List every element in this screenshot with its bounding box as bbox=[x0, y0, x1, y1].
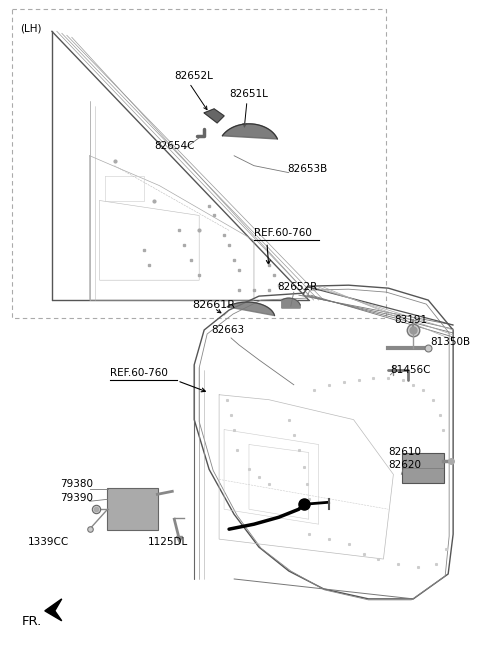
FancyBboxPatch shape bbox=[402, 453, 444, 483]
Polygon shape bbox=[204, 109, 224, 123]
FancyBboxPatch shape bbox=[107, 488, 158, 530]
Text: 82653B: 82653B bbox=[287, 163, 327, 174]
Text: REF.60-760: REF.60-760 bbox=[254, 228, 312, 238]
Text: FR.: FR. bbox=[22, 615, 42, 628]
Text: 82652L: 82652L bbox=[174, 71, 213, 81]
Text: 79390: 79390 bbox=[60, 493, 93, 503]
Text: 82620: 82620 bbox=[388, 461, 421, 470]
Text: 1125DL: 1125DL bbox=[147, 537, 188, 547]
Text: 82651L: 82651L bbox=[229, 89, 268, 99]
Text: 82652R: 82652R bbox=[277, 282, 317, 292]
Text: 79380: 79380 bbox=[60, 480, 93, 489]
Polygon shape bbox=[227, 302, 275, 316]
Text: 82661R: 82661R bbox=[192, 300, 235, 310]
Text: 1339CC: 1339CC bbox=[28, 537, 69, 547]
Polygon shape bbox=[45, 599, 62, 621]
Text: 81350B: 81350B bbox=[430, 337, 470, 347]
Polygon shape bbox=[222, 124, 277, 139]
Text: (LH): (LH) bbox=[20, 23, 41, 33]
Bar bbox=[12, 9, 386, 318]
Text: REF.60-760: REF.60-760 bbox=[109, 368, 168, 378]
Text: 82610: 82610 bbox=[388, 447, 421, 457]
Text: 83191: 83191 bbox=[395, 315, 428, 325]
Text: 81456C: 81456C bbox=[390, 365, 431, 375]
Text: 82663: 82663 bbox=[211, 325, 244, 335]
Text: 82654C: 82654C bbox=[155, 141, 195, 151]
Polygon shape bbox=[282, 298, 300, 308]
